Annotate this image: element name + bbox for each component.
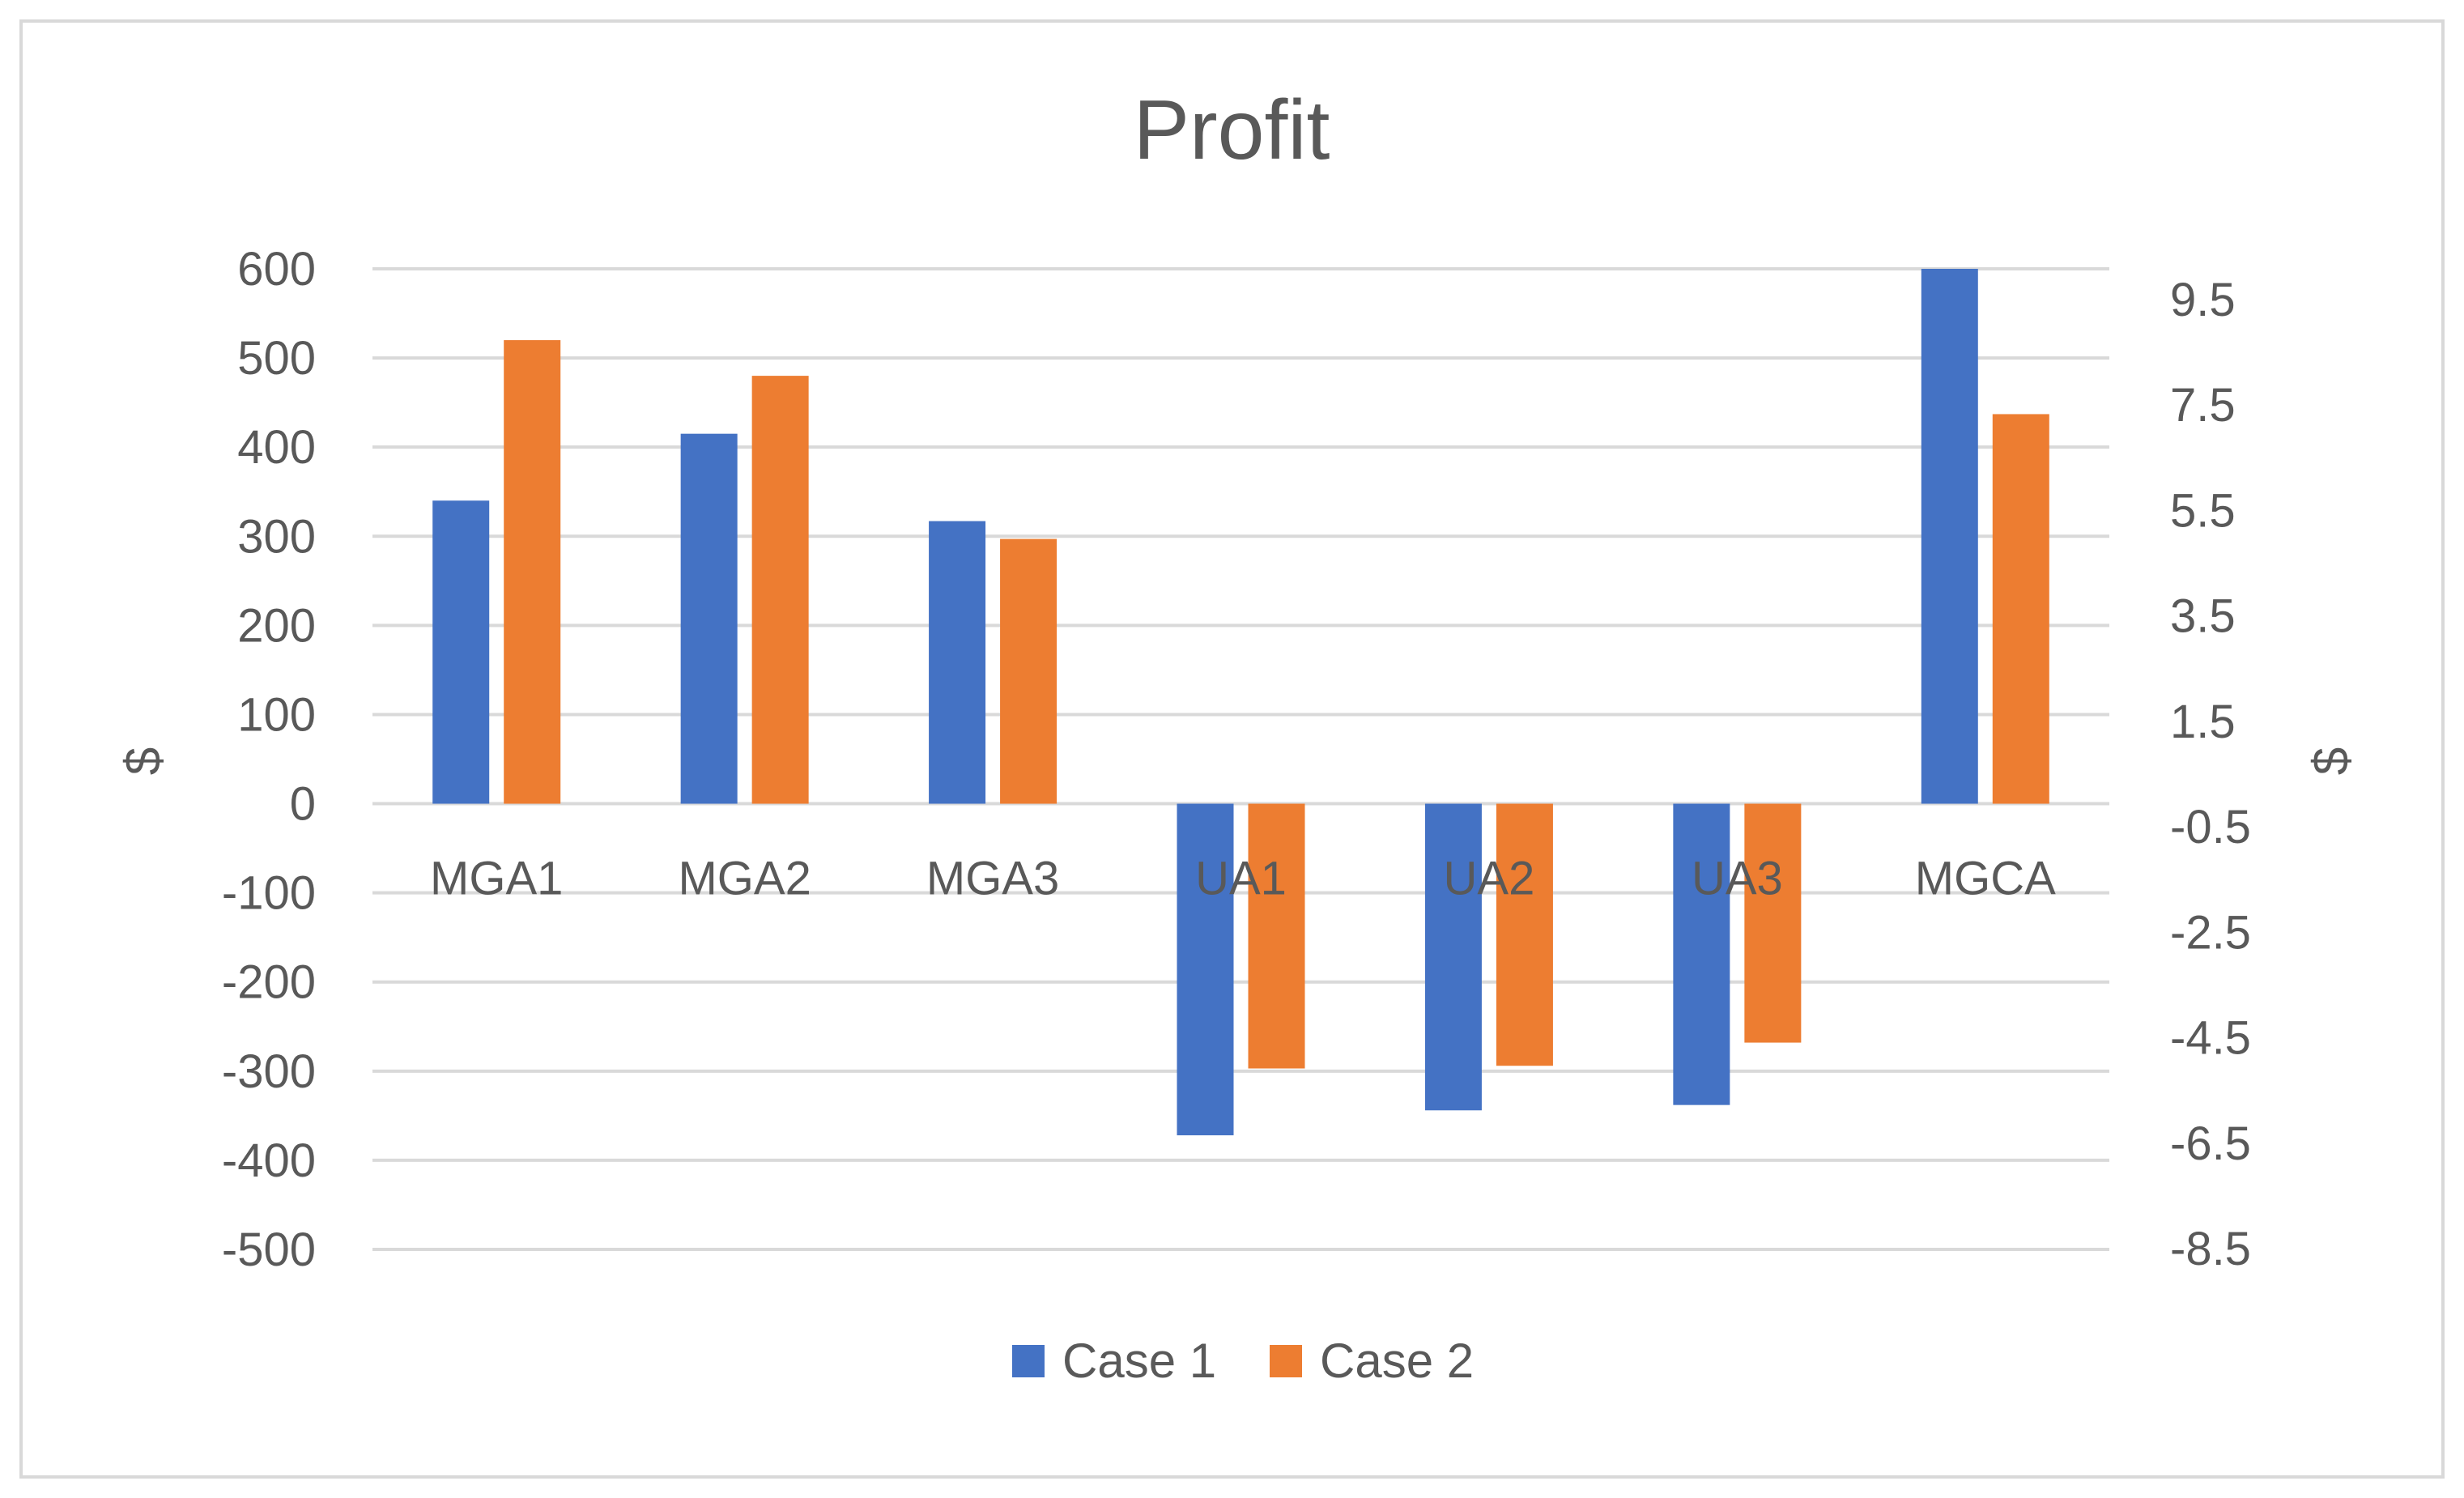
category-label: MGA3 — [926, 853, 1059, 905]
bars — [432, 269, 2049, 1136]
legend-swatch — [1012, 1345, 1045, 1377]
bar-case-1-ua1 — [1177, 803, 1234, 1136]
y2-tick-label: -4.5 — [2170, 1012, 2251, 1065]
y-tick-label: 300 — [237, 510, 316, 563]
bar-case-1-mga2 — [680, 433, 738, 804]
y-tick-label: 600 — [237, 243, 316, 296]
y2-tick-label: 5.5 — [2170, 484, 2236, 537]
y-tick-label: 200 — [237, 599, 316, 652]
y-tick-label: -200 — [222, 956, 316, 1009]
bar-case-2-mga2 — [751, 376, 809, 804]
bar-case-1-mgca — [1921, 269, 1978, 804]
bar-case-2-ua1 — [1248, 803, 1305, 1069]
gridlines — [372, 267, 2109, 1251]
chart-title: Profit — [1134, 83, 1330, 177]
y2-tick-label: -2.5 — [2170, 906, 2251, 959]
bar-case-1-mga3 — [929, 521, 986, 804]
right-y-axis: 9.5 7.5 5.5 3.5 1.5 -0.5 -2.5 -4.5 -6.5 -8.5 — [2170, 274, 2251, 1275]
y-tick-label: 500 — [237, 332, 316, 385]
y2-tick-label: 9.5 — [2170, 274, 2236, 326]
left-y-axis: 600 500 400 300 200 100 0 -100 -200 -300 -400 -500 — [222, 243, 316, 1276]
legend-label: Case 1 — [1062, 1334, 1216, 1388]
legend-swatch — [1270, 1345, 1302, 1377]
bar-case-1-mga1 — [432, 500, 490, 804]
y-axis-title-left: $ — [116, 747, 172, 775]
y2-tick-label: -8.5 — [2170, 1223, 2251, 1275]
y-tick-label: -400 — [222, 1134, 316, 1187]
bar-case-1-ua2 — [1424, 803, 1482, 1111]
y-tick-label: 400 — [237, 421, 316, 474]
category-label: UA3 — [1692, 853, 1783, 905]
legend: Case 1 Case 2 — [1012, 1334, 1474, 1388]
bar-case-2-mga3 — [1000, 538, 1058, 804]
category-label: MGCA — [1915, 853, 2056, 905]
category-label: UA1 — [1195, 853, 1287, 905]
bar-case-2-mgca — [1992, 414, 2049, 804]
y2-tick-label: 7.5 — [2170, 379, 2236, 432]
y-tick-label: -500 — [222, 1224, 316, 1276]
y2-tick-label: 1.5 — [2170, 696, 2236, 748]
category-axis: MGA1 MGA2 MGA3 UA1 UA2 UA3 MGCA — [430, 853, 2056, 905]
bar-case-1-ua3 — [1673, 803, 1730, 1105]
category-label: MGA2 — [678, 853, 811, 905]
bar-case-2-ua3 — [1744, 803, 1802, 1043]
y2-tick-label: 3.5 — [2170, 590, 2236, 643]
category-label: MGA1 — [430, 853, 563, 905]
category-label: UA2 — [1444, 853, 1535, 905]
y-tick-label: -300 — [222, 1045, 316, 1098]
y2-tick-label: -0.5 — [2170, 801, 2251, 853]
y-tick-label: 0 — [290, 778, 316, 831]
legend-label: Case 2 — [1320, 1334, 1474, 1388]
bar-case-2-mga1 — [504, 340, 561, 804]
y-axis-title-right: $ — [2304, 747, 2360, 775]
y2-tick-label: -6.5 — [2170, 1117, 2251, 1170]
y-tick-label: 100 — [237, 688, 316, 741]
y-tick-label: -100 — [222, 867, 316, 920]
bar-case-2-ua2 — [1496, 803, 1553, 1066]
